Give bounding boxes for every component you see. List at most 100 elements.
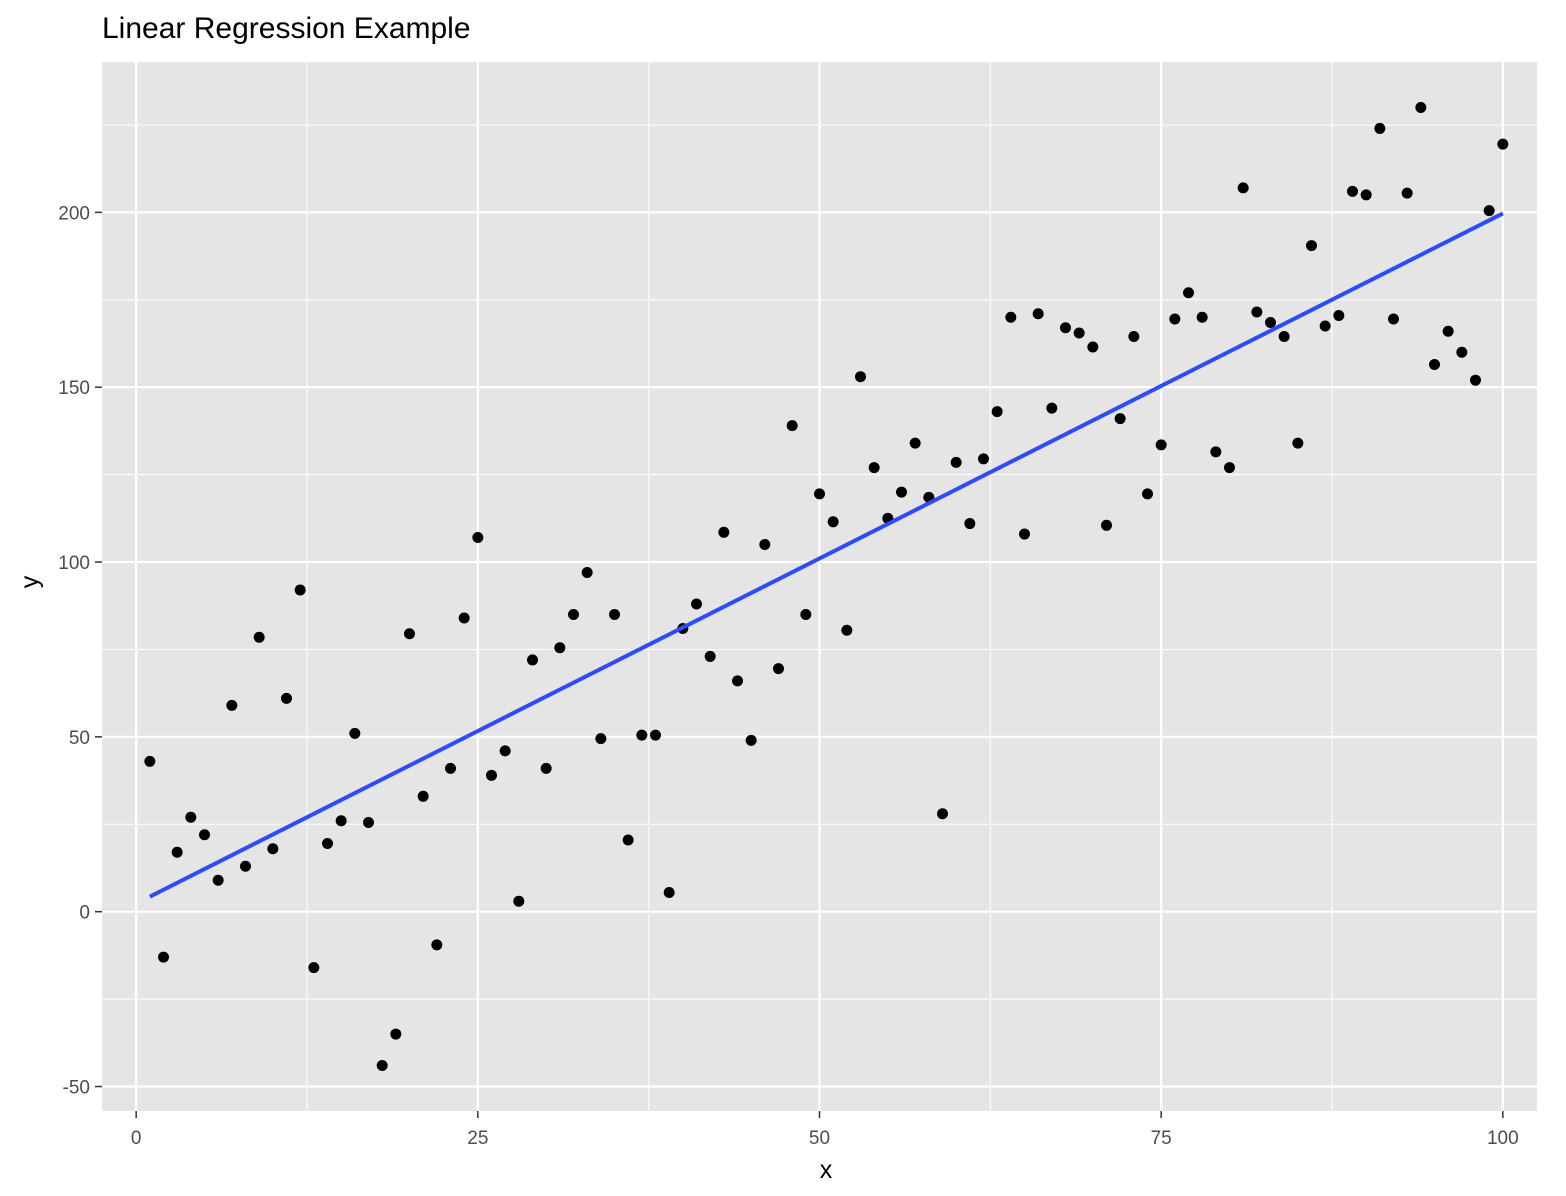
data-point xyxy=(404,628,415,640)
data-point xyxy=(540,762,552,774)
data-point xyxy=(1169,313,1181,325)
data-point xyxy=(991,406,1003,418)
data-point xyxy=(773,663,784,675)
data-point xyxy=(622,834,634,846)
data-point xyxy=(609,608,620,620)
data-point xyxy=(1401,187,1413,199)
data-point xyxy=(1196,311,1208,323)
data-point xyxy=(1415,101,1427,113)
data-point xyxy=(814,488,825,500)
y-tick-label: 150 xyxy=(58,378,90,399)
data-point xyxy=(1388,313,1399,325)
data-point xyxy=(1483,205,1495,217)
data-point xyxy=(171,846,183,858)
data-point xyxy=(568,608,579,620)
data-point xyxy=(240,860,251,872)
data-point xyxy=(1155,439,1167,451)
data-point xyxy=(417,790,429,802)
data-point xyxy=(445,762,456,774)
data-point xyxy=(1032,308,1044,320)
data-point xyxy=(212,874,224,886)
data-point xyxy=(937,808,948,820)
data-point xyxy=(308,962,320,974)
y-tick-label: 200 xyxy=(58,203,90,224)
data-point xyxy=(786,420,798,432)
data-point xyxy=(1224,462,1235,474)
major-gridlines xyxy=(102,62,1537,1111)
data-point xyxy=(267,843,279,855)
data-point xyxy=(253,631,265,643)
data-point xyxy=(1005,311,1017,323)
data-point xyxy=(745,734,757,746)
data-point xyxy=(486,769,497,781)
data-point xyxy=(1142,488,1153,500)
x-axis-title: x xyxy=(820,1156,833,1184)
data-point xyxy=(1497,138,1509,150)
data-point xyxy=(363,817,374,829)
data-point xyxy=(1429,358,1440,370)
data-point xyxy=(322,838,333,850)
data-point xyxy=(1442,325,1454,337)
data-point xyxy=(226,699,238,711)
data-point xyxy=(199,829,210,841)
data-point xyxy=(158,951,169,963)
data-point xyxy=(855,371,866,383)
data-point xyxy=(636,729,648,741)
data-point xyxy=(1114,413,1126,425)
data-point xyxy=(499,745,511,757)
data-point xyxy=(1292,437,1304,449)
x-tick-labels: 0 25 50 75 100 xyxy=(131,1128,1519,1149)
data-point xyxy=(1347,185,1358,197)
data-point xyxy=(1374,122,1386,134)
data-point xyxy=(581,567,593,579)
data-point xyxy=(144,755,156,767)
data-point xyxy=(513,895,525,907)
data-point xyxy=(896,486,907,498)
y-tick-label: -50 xyxy=(63,1078,90,1099)
data-point xyxy=(663,886,675,898)
y-tick-label: 0 xyxy=(79,903,90,924)
y-tick-label: 100 xyxy=(58,553,90,574)
data-point xyxy=(294,584,306,596)
data-point xyxy=(950,456,962,468)
data-point xyxy=(390,1028,402,1040)
data-point xyxy=(335,815,347,827)
data-point xyxy=(554,642,566,654)
fit-line-layer xyxy=(148,211,1504,899)
data-point xyxy=(527,654,538,666)
data-point xyxy=(458,612,470,624)
chart-title: Linear Regression Example xyxy=(102,12,471,45)
data-point xyxy=(1183,287,1194,299)
data-point xyxy=(1101,519,1112,531)
y-tick-labels: -50 0 50 100 150 200 xyxy=(58,203,90,1098)
data-point xyxy=(732,675,743,687)
data-point xyxy=(1251,306,1263,318)
x-tick-label: 0 xyxy=(131,1128,142,1149)
data-point xyxy=(1278,330,1290,342)
data-point xyxy=(1046,402,1058,414)
data-point xyxy=(376,1060,388,1072)
axis-ticks xyxy=(95,211,1504,1118)
data-point xyxy=(964,518,976,530)
regression-line xyxy=(148,211,1504,899)
x-tick-label: 50 xyxy=(809,1128,830,1149)
data-point xyxy=(1333,310,1345,322)
data-point xyxy=(595,733,607,745)
data-point xyxy=(1087,341,1099,353)
data-point xyxy=(691,598,702,610)
data-point xyxy=(868,462,880,474)
x-tick-label: 100 xyxy=(1487,1128,1519,1149)
data-point xyxy=(1237,182,1249,194)
data-point xyxy=(281,692,292,704)
data-point xyxy=(1210,446,1222,458)
data-point xyxy=(704,650,716,662)
data-point xyxy=(1319,320,1331,332)
data-point xyxy=(472,532,484,544)
data-point xyxy=(1128,330,1140,342)
data-point xyxy=(759,539,771,551)
data-point xyxy=(1360,189,1372,201)
data-point xyxy=(650,729,661,741)
data-points xyxy=(144,101,1509,1072)
x-tick-label: 25 xyxy=(467,1128,488,1149)
